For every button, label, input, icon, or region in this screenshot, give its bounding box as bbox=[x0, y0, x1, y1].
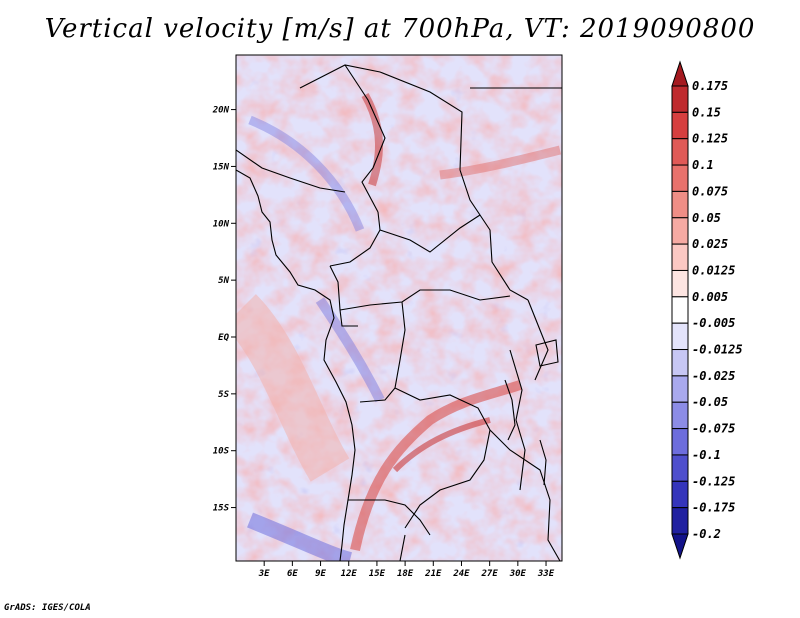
colorbar-swatch bbox=[671, 507, 689, 535]
field-base bbox=[236, 55, 562, 561]
colorbar-label: 0.005 bbox=[692, 290, 728, 304]
x-tick-label: 15E bbox=[369, 569, 386, 579]
colorbar-swatch bbox=[671, 375, 689, 403]
colorbar-label: 0.025 bbox=[692, 237, 728, 251]
x-tick-label: 33E bbox=[537, 569, 555, 579]
coastline-west bbox=[236, 169, 356, 561]
colorbar-bottom-arrow bbox=[671, 533, 689, 560]
colorbar-top-arrow bbox=[671, 60, 689, 87]
colorbar-label: 0.05 bbox=[692, 211, 721, 225]
colorbar-label: 0.0125 bbox=[692, 263, 735, 277]
x-tick-label: 24E bbox=[452, 569, 470, 579]
colorbar-label: -0.005 bbox=[692, 316, 735, 330]
colorbar-swatch bbox=[671, 401, 689, 430]
colorbar-label: -0.2 bbox=[692, 527, 721, 541]
x-axis: 3E 6E 9E 12E 15E 18E 21E 24E 27E 30E 33E bbox=[258, 561, 555, 579]
border-8 bbox=[329, 265, 358, 327]
updraft-band-1 bbox=[350, 380, 522, 552]
colorbar-label: -0.05 bbox=[692, 395, 728, 409]
updraft-band-2 bbox=[392, 417, 491, 473]
border-7 bbox=[339, 289, 511, 311]
border-5 bbox=[379, 214, 481, 253]
colorbar-label: 0.175 bbox=[692, 79, 728, 93]
colorbar-label: 0.15 bbox=[692, 105, 721, 119]
colorbar-swatch bbox=[671, 296, 689, 324]
country-borders bbox=[236, 64, 562, 561]
colorbar-swatch bbox=[671, 454, 689, 482]
border-17 bbox=[489, 429, 561, 561]
y-axis: 20N 15N 10N 5N EQ 5S 10S 15S bbox=[212, 106, 236, 514]
colorbar-swatch bbox=[671, 190, 689, 219]
colorbar-swatch bbox=[671, 243, 689, 271]
colorbar-label: -0.025 bbox=[692, 369, 735, 383]
border-12 bbox=[348, 499, 431, 536]
border-15 bbox=[527, 299, 549, 381]
updraft-band-4 bbox=[439, 145, 562, 180]
x-tick-label: 6E bbox=[287, 569, 298, 579]
grads-credit: GrADS: IGES/COLA bbox=[4, 603, 91, 613]
x-tick-label: 21E bbox=[424, 569, 442, 579]
y-tick-label: 5N bbox=[218, 276, 229, 286]
y-tick-label: 10S bbox=[213, 447, 230, 457]
colorbar-swatch bbox=[671, 85, 689, 113]
map-frame bbox=[235, 54, 563, 562]
x-tick-label: 27E bbox=[481, 569, 499, 579]
colorbar-swatch bbox=[671, 111, 689, 140]
colorbar-label: -0.075 bbox=[692, 422, 735, 436]
y-tick-label: 20N bbox=[212, 106, 230, 116]
x-tick-label: 3E bbox=[258, 569, 270, 579]
x-tick-label: 30E bbox=[509, 569, 527, 579]
border-11 bbox=[404, 429, 491, 529]
border-1 bbox=[299, 64, 463, 171]
colorbar-label: -0.1 bbox=[692, 448, 721, 462]
map-panel: 3E 6E 9E 12E 15E 18E 21E 24E 27E 30E 33E 20N 15N 10N… bbox=[212, 54, 563, 579]
colorbar-swatch bbox=[671, 428, 689, 456]
colorbar-swatch bbox=[671, 480, 689, 509]
colorbar-swatch bbox=[671, 269, 689, 298]
border-9 bbox=[359, 301, 406, 403]
border-3 bbox=[236, 149, 346, 193]
colorbar-label: -0.125 bbox=[692, 474, 735, 488]
x-tick-label: 18E bbox=[397, 569, 414, 579]
border-16 bbox=[509, 349, 526, 491]
colorbar-label: 0.125 bbox=[692, 132, 728, 146]
border-4 bbox=[329, 211, 381, 267]
colorbar-label: 0.075 bbox=[692, 184, 728, 198]
colorbar-swatch bbox=[671, 164, 689, 192]
y-tick-label: 5S bbox=[218, 390, 229, 400]
ocean-updraft-zone bbox=[236, 294, 350, 482]
lake-malawi bbox=[539, 439, 547, 486]
colorbar-label: -0.0125 bbox=[692, 343, 743, 357]
colorbar-label: 0.1 bbox=[692, 158, 714, 172]
y-tick-label: 15S bbox=[213, 504, 230, 514]
lake-victoria bbox=[535, 339, 559, 367]
downdraft-band-2 bbox=[315, 297, 385, 403]
downdraft-band-3 bbox=[248, 115, 365, 232]
downdraft-band-1 bbox=[247, 512, 353, 561]
border-10 bbox=[394, 387, 491, 431]
chart-title: Vertical velocity [m/s] at 700hPa, VT: 2… bbox=[44, 14, 756, 44]
y-tick-label: 15N bbox=[213, 162, 230, 172]
y-tick-label: 10N bbox=[213, 219, 230, 229]
border-13 bbox=[399, 534, 406, 561]
colorbar-swatch bbox=[671, 217, 689, 245]
x-tick-label: 9E bbox=[315, 569, 326, 579]
colorbar: 0.175 0.15 0.125 0.1 0.075 0.05 0.025 0.0125 0.0… bbox=[671, 60, 743, 560]
colorbar-label: -0.175 bbox=[692, 501, 735, 515]
x-tick-label: 12E bbox=[341, 569, 358, 579]
colorbar-swatch bbox=[671, 349, 689, 377]
border-6 bbox=[459, 169, 529, 301]
colorbar-swatch bbox=[671, 138, 689, 166]
border-2 bbox=[344, 64, 386, 213]
y-tick-label: EQ bbox=[218, 333, 229, 343]
colorbar-swatch bbox=[671, 322, 689, 351]
lake-tanganyika bbox=[504, 379, 516, 441]
